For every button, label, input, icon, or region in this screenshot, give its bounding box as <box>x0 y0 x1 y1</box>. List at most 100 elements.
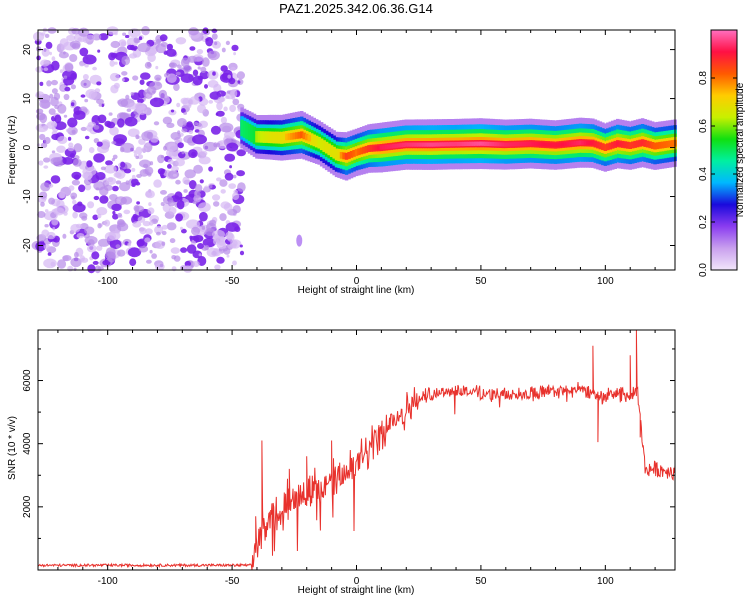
noise-blob <box>204 84 208 89</box>
spectrogram-xtick-label: -50 <box>225 276 240 287</box>
noise-blob <box>188 149 198 159</box>
ridge-cell <box>319 138 324 151</box>
ridge-cell <box>621 142 625 147</box>
noise-blob <box>112 213 119 220</box>
spectrogram-xtick-label: -100 <box>98 276 118 287</box>
ridge-cell <box>623 142 627 147</box>
noise-blob <box>69 153 75 159</box>
noise-blob <box>119 182 131 192</box>
snr-line <box>37 329 676 571</box>
noise-blob <box>209 91 222 100</box>
noise-blob <box>214 264 221 270</box>
noise-blob <box>160 202 165 206</box>
noise-blob <box>175 179 181 185</box>
noise-blob <box>167 142 178 152</box>
noise-blob <box>188 27 199 36</box>
noise-blob <box>70 84 76 90</box>
ridge-cell <box>399 143 403 148</box>
snr-series <box>37 329 676 571</box>
ridge-cell <box>563 142 568 147</box>
ridge-cell <box>491 142 496 147</box>
noise-blob <box>201 57 210 67</box>
noise-blob <box>62 157 74 165</box>
ridge-cell <box>635 141 640 146</box>
noise-blob <box>84 135 90 140</box>
ridge-cell <box>496 142 501 147</box>
noise-blob <box>213 201 220 207</box>
noise-blob <box>37 211 46 218</box>
noise-blob <box>74 251 79 258</box>
spectrogram-xlabel: Height of straight line (km) <box>298 285 415 296</box>
noise-blob <box>79 62 85 67</box>
noise-blob <box>46 231 56 240</box>
ridge-cell <box>583 140 588 145</box>
noise-blob <box>65 128 71 133</box>
ridge-cell <box>240 119 244 137</box>
ridge-cell <box>568 141 573 146</box>
noise-blob <box>161 241 166 246</box>
noise-blob <box>180 97 189 105</box>
noise-blob <box>164 94 168 99</box>
noise-blob <box>79 212 88 219</box>
ridge-cell <box>640 140 645 145</box>
noise-blob <box>131 178 139 186</box>
ridge-cell <box>546 142 550 147</box>
noise-blob <box>39 81 44 86</box>
noise-blob <box>121 71 128 76</box>
ridge-cell <box>553 143 558 148</box>
ridge-cell <box>329 145 334 157</box>
snr-ytick-label: 4000 <box>22 432 33 455</box>
noise-blob <box>189 235 193 240</box>
noise-blob <box>181 128 188 133</box>
noise-blob <box>237 182 246 193</box>
ridge-cell <box>573 141 578 146</box>
noise-blob <box>209 184 213 189</box>
noise-blob <box>225 231 234 241</box>
noise-blob <box>51 218 59 226</box>
noise-blob <box>57 136 68 144</box>
ridge-cell <box>414 142 418 147</box>
noise-blob <box>216 101 223 111</box>
noise-blob <box>108 112 113 116</box>
ridge-cell <box>588 141 593 146</box>
ridge-cell <box>392 144 396 149</box>
noise-blob <box>91 251 100 260</box>
ridge-cell <box>287 133 292 140</box>
ridge-cell <box>359 147 364 155</box>
ridge-cell <box>352 150 356 157</box>
noise-blob <box>60 45 66 51</box>
noise-blob <box>71 179 80 186</box>
noise-blob <box>82 74 89 80</box>
noise-blob <box>117 212 123 218</box>
noise-blob <box>223 131 236 139</box>
ridge-cell <box>643 141 647 146</box>
ridge-cell <box>332 146 336 159</box>
ridge-cell <box>317 136 321 149</box>
noise-blob <box>67 265 74 272</box>
ridge-cell <box>307 134 311 142</box>
noise-blob <box>192 134 207 145</box>
noise-blob <box>43 157 51 163</box>
noise-blob <box>111 203 122 212</box>
noise-blob <box>220 189 226 194</box>
ridge-cell <box>581 140 585 145</box>
noise-blob <box>84 64 89 68</box>
noise-blob <box>40 182 51 192</box>
snr-xtick-label: -50 <box>225 576 240 587</box>
ridge-cell <box>302 132 306 140</box>
noise-blob <box>117 98 129 107</box>
noise-blob <box>156 38 161 45</box>
spectrogram-ridge <box>240 107 677 247</box>
noise-blob <box>132 221 142 228</box>
noise-blob <box>153 121 160 126</box>
ridge-cell <box>377 145 381 150</box>
noise-blob <box>97 223 102 229</box>
noise-blob <box>66 34 76 42</box>
noise-blob <box>39 113 48 124</box>
noise-blob <box>216 142 221 148</box>
noise-blob <box>86 160 93 168</box>
ridge-cell <box>412 142 416 147</box>
noise-blob <box>236 71 245 80</box>
noise-blob <box>177 142 184 149</box>
snr-ytick-label: 2000 <box>22 495 33 518</box>
